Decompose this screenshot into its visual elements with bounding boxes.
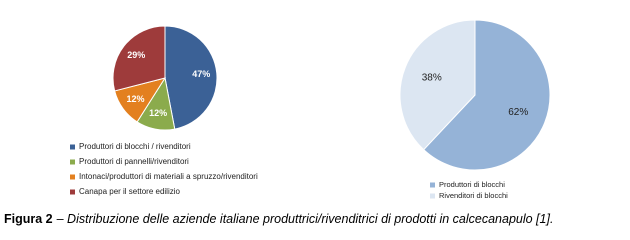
pie-slice (399, 19, 476, 151)
pie-slice (164, 25, 218, 130)
legend-label: Produttori di blocchi (439, 180, 505, 189)
data-label: 38% (422, 73, 442, 84)
legend-marker (70, 159, 75, 165)
data-label: 62% (508, 107, 528, 118)
pie-slice (112, 25, 166, 92)
legend-label: Intonaci/produttori di materiali a spruz… (79, 172, 258, 181)
legend-marker (70, 144, 75, 150)
legend-label: Rivenditori di blocchi (439, 191, 508, 200)
data-label: 12% (149, 108, 167, 118)
legend-marker (70, 189, 75, 195)
legend-marker (70, 174, 75, 180)
data-label: 12% (127, 94, 145, 104)
legend-label: Canapa per il settore edilizio (79, 187, 180, 196)
caption-text: – Distribuzione delle aziende italiane p… (56, 212, 554, 226)
caption: Figura 2– Distribuzione delle aziende it… (4, 212, 553, 226)
legend-label: Produttori di pannelli/rivenditori (79, 157, 189, 166)
caption-label: Figura 2 (4, 212, 53, 226)
legend-label: Produttori di blocchi / rivenditori (79, 142, 191, 151)
pie-slice (422, 19, 551, 171)
legend-marker (430, 193, 435, 199)
data-label: 29% (127, 50, 145, 60)
legend-marker (430, 182, 435, 188)
data-label: 47% (192, 69, 210, 79)
charts: 47% Produttori di blocchi / rivenditori 12… (70, 19, 551, 200)
